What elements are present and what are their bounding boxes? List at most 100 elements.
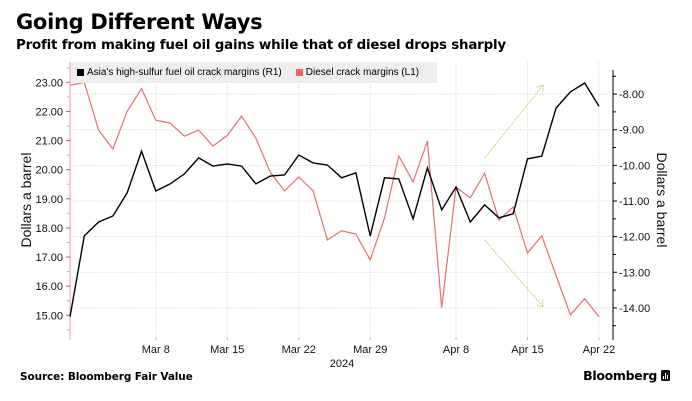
hsfo-point xyxy=(226,162,229,165)
left-tick-label: 22.00 xyxy=(35,106,63,118)
diesel-point xyxy=(397,155,400,158)
hsfo-point xyxy=(140,150,143,153)
diesel-point xyxy=(254,137,257,140)
diesel-point xyxy=(126,110,129,113)
x-tick-label: Mar 15 xyxy=(210,344,244,356)
left-tick-label: 21.00 xyxy=(35,136,63,148)
hsfo-point xyxy=(412,217,415,220)
diesel-point xyxy=(169,122,172,125)
left-tick-label: 16.00 xyxy=(35,281,63,293)
diesel-point xyxy=(297,176,300,179)
right-tick-label: -10.00 xyxy=(619,160,650,172)
hsfo-point xyxy=(83,234,86,237)
series-diesel xyxy=(69,81,601,318)
series-line-diesel xyxy=(69,81,600,318)
hsfo-point xyxy=(526,157,529,160)
left-tick-label: 23.00 xyxy=(35,77,63,89)
annotations xyxy=(484,85,544,307)
x-tick-label: Mar 22 xyxy=(282,344,316,356)
left-tick-label: 17.00 xyxy=(35,252,63,264)
hsfo-point xyxy=(254,182,257,185)
chart-legend: Asia's high-sulfur fuel oil crack margin… xyxy=(71,62,437,83)
diesel-point xyxy=(97,129,100,132)
downward-trend-arrow xyxy=(484,239,544,307)
gridlines xyxy=(70,62,613,340)
diesel-point xyxy=(569,313,572,316)
legend-label-diesel: Diesel crack margins (L1) xyxy=(305,67,420,78)
hsfo-point xyxy=(169,182,172,185)
series-line-hsfo xyxy=(69,82,600,317)
diesel-point xyxy=(240,115,243,118)
hsfo-point xyxy=(183,172,186,175)
chart-subtitle: Profit from making fuel oil gains while … xyxy=(16,38,506,53)
hsfo-point xyxy=(354,171,357,174)
upward-trend-arrow xyxy=(484,85,544,159)
diesel-point xyxy=(140,87,143,90)
hsfo-point xyxy=(283,174,286,177)
hsfo-point xyxy=(397,177,400,180)
hsfo-point xyxy=(440,208,443,211)
diesel-point xyxy=(226,134,229,137)
diesel-point xyxy=(326,238,329,241)
x-axis: Mar 8 Mar 15 Mar 22 Mar 29 Apr 8 Apr 15 Apr 22… xyxy=(142,337,615,370)
diesel-point xyxy=(555,274,558,277)
diesel-point xyxy=(212,145,215,148)
left-axis-title: Dollars a barrel xyxy=(18,153,34,248)
diesel-point xyxy=(469,196,472,199)
hsfo-point xyxy=(297,154,300,157)
right-axis-title: Dollars a barrel xyxy=(654,153,670,248)
x-tick-label: Mar 8 xyxy=(142,344,170,356)
diesel-point xyxy=(312,190,315,193)
hsfo-point xyxy=(455,186,458,189)
x-tick-label: Mar 29 xyxy=(353,344,387,356)
legend-swatch-hsfo xyxy=(77,69,84,76)
diesel-point xyxy=(383,217,386,220)
left-tick-label: 19.00 xyxy=(35,194,63,206)
right-tick-label: -11.00 xyxy=(619,196,649,208)
hsfo-point xyxy=(97,221,100,224)
diesel-point xyxy=(183,135,186,138)
hsfo-point xyxy=(340,176,343,179)
hsfo-point xyxy=(483,203,486,206)
right-tick-label: -9.00 xyxy=(619,125,644,137)
bloomberg-logo-icon xyxy=(661,370,670,381)
hsfo-point xyxy=(555,107,558,110)
legend-swatch-diesel xyxy=(295,69,303,76)
right-tick-label: -13.00 xyxy=(619,267,650,279)
diesel-point xyxy=(483,172,486,175)
diesel-point xyxy=(197,129,200,132)
diesel-point xyxy=(111,148,114,151)
diesel-point xyxy=(283,190,286,193)
hsfo-point xyxy=(111,215,114,218)
x-tick-label: Apr 15 xyxy=(511,344,543,356)
series-hsfo xyxy=(69,82,600,317)
hsfo-point xyxy=(569,90,572,93)
diesel-point xyxy=(526,252,529,255)
legend-item-diesel: Diesel crack margins (L1) xyxy=(295,67,420,78)
diesel-point xyxy=(69,84,72,87)
hsfo-point xyxy=(383,176,386,179)
hsfo-point xyxy=(469,221,472,224)
diesel-point xyxy=(540,234,543,237)
diesel-point xyxy=(412,180,415,183)
source-note: Source: Bloomberg Fair Value xyxy=(20,371,193,383)
legend-label-hsfo: Asia's high-sulfur fuel oil crack margin… xyxy=(87,67,282,78)
x-tick-label: Apr 22 xyxy=(583,344,615,356)
left-tick-label: 15.00 xyxy=(35,310,63,322)
diesel-point xyxy=(440,306,443,309)
left-tick-label: 18.00 xyxy=(35,223,63,235)
hsfo-point xyxy=(126,191,129,194)
left-axis: 15.00 16.00 17.00 18.00 19.00 20.00 21.00 22.00… xyxy=(35,62,71,340)
left-tick-label: 20.00 xyxy=(35,165,63,177)
right-tick-label: -8.00 xyxy=(619,89,644,101)
x-axis-year-label: 2024 xyxy=(330,358,354,370)
hsfo-point xyxy=(154,190,157,193)
hsfo-point xyxy=(240,165,243,168)
hsfo-point xyxy=(212,165,215,168)
hsfo-point xyxy=(497,216,500,219)
hsfo-point xyxy=(312,161,315,164)
right-tick-label: -14.00 xyxy=(619,303,650,315)
diesel-point xyxy=(598,315,601,318)
hsfo-point xyxy=(197,156,200,159)
diesel-point xyxy=(354,233,357,236)
